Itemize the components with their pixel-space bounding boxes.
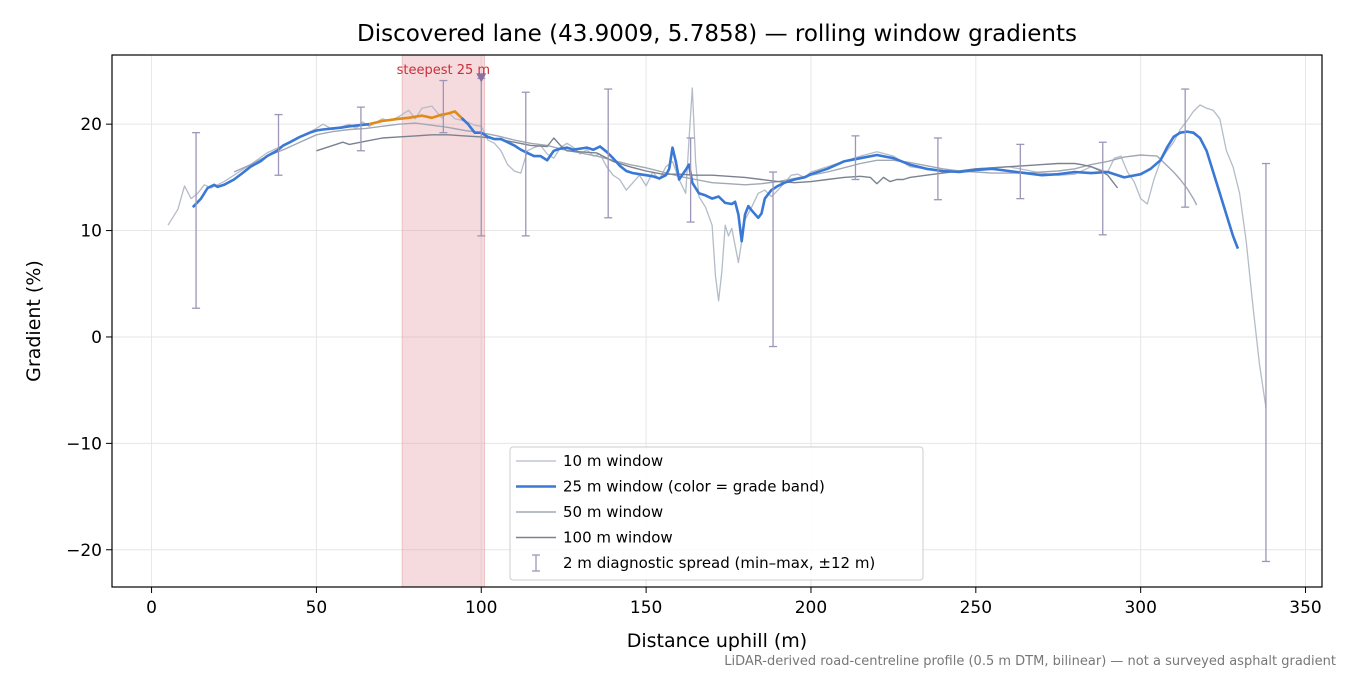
series-line-3: [316, 134, 1119, 189]
x-axis-label: Distance uphill (m): [627, 630, 807, 652]
legend-label: 10 m window: [563, 452, 663, 470]
y-tick-label: −10: [66, 434, 102, 454]
legend-label: 25 m window (color = grade band): [563, 478, 825, 496]
error-bar: [1098, 141, 1107, 236]
y-tick-label: 0: [91, 328, 102, 348]
error-bar: [933, 137, 942, 201]
series-line-25m: [191, 122, 370, 209]
legend: 10 m window 25 m window (color = grade ba…: [509, 446, 924, 581]
chart-title: Discovered lane (43.9009, 5.7858) — roll…: [357, 21, 1077, 47]
x-tick-label: 0: [146, 598, 157, 618]
steepest-label: steepest 25 m: [397, 63, 490, 78]
plot-frame: [111, 54, 1323, 588]
y-tick-label: 10: [80, 222, 102, 242]
error-bar: [521, 91, 530, 237]
x-tick-label: 200: [795, 598, 827, 618]
legend-box: [509, 446, 924, 581]
x-tick-label: 300: [1124, 598, 1156, 618]
plot-area: steepest 25 m0 50 100 150 200 250 300 350−20−10…: [66, 54, 1323, 618]
error-bar: [1261, 162, 1270, 563]
footnote: LiDAR-derived road-centreline profile (0…: [724, 654, 1336, 669]
error-bar: [1016, 143, 1025, 200]
error-bar: [686, 137, 695, 223]
error-bar: [1181, 88, 1190, 208]
series-line-25m: [460, 116, 1240, 250]
y-tick-label: −20: [66, 541, 102, 561]
x-tick-label: 100: [465, 598, 497, 618]
series-line-25m-steep-band: [368, 110, 463, 126]
error-bar: [192, 132, 201, 309]
error-bar: [769, 171, 778, 348]
error-bar: [274, 113, 283, 176]
error-bar: [356, 106, 365, 152]
legend-label: 2 m diagnostic spread (min–max, ±12 m): [563, 554, 875, 572]
legend-label: 100 m window: [563, 529, 673, 547]
x-tick-label: 50: [306, 598, 328, 618]
x-tick-label: 250: [960, 598, 992, 618]
series-line-0: [167, 87, 1267, 409]
series-line-2: [233, 122, 1198, 206]
error-bar: [604, 88, 613, 219]
steepest-marker-icon: [476, 73, 487, 83]
y-axis-label: Gradient (%): [23, 260, 45, 382]
y-tick-label: 20: [80, 115, 102, 135]
legend-label: 50 m window: [563, 503, 663, 521]
x-tick-label: 350: [1289, 598, 1321, 618]
x-tick-label: 150: [630, 598, 662, 618]
error-bar: [851, 135, 860, 181]
steepest-segment-band: [401, 54, 486, 588]
error-bar: [439, 79, 448, 134]
